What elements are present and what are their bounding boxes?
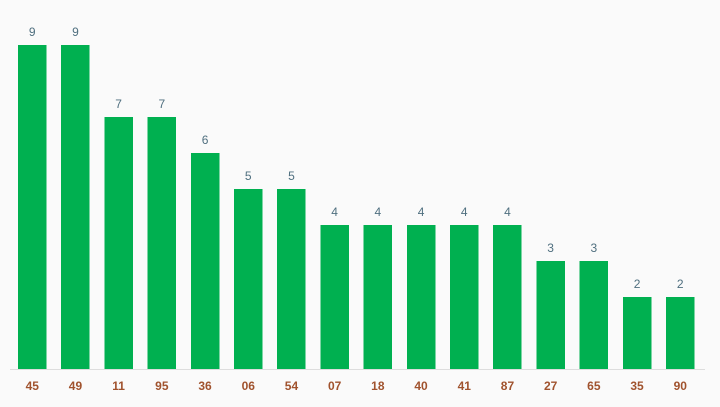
bar-65 (579, 261, 609, 369)
bar-36 (190, 153, 220, 369)
data-label-49: 9 (72, 25, 79, 39)
tick-label-87: 87 (501, 379, 515, 393)
data-label-40: 4 (418, 205, 425, 219)
tick-label-18: 18 (371, 379, 385, 393)
tick-label-45: 45 (26, 379, 40, 393)
bars-group (18, 45, 695, 369)
tick-label-49: 49 (69, 379, 83, 393)
data-label-41: 4 (461, 205, 468, 219)
data-label-35: 2 (634, 277, 641, 291)
bar-41 (450, 225, 479, 369)
bar-95 (147, 117, 177, 369)
data-label-87: 4 (504, 205, 511, 219)
data-label-36: 6 (202, 133, 209, 147)
bar-87 (493, 225, 522, 369)
category-labels-group: 45 49 11 95 36 06 54 07 18 40 41 87 27 65 35 90 (26, 379, 688, 393)
bar-11 (104, 117, 133, 369)
tick-label-95: 95 (155, 379, 169, 393)
data-label-06: 5 (245, 169, 252, 183)
data-label-45: 9 (29, 25, 36, 39)
data-label-18: 4 (375, 205, 382, 219)
tick-label-11: 11 (112, 379, 125, 393)
bar-54 (277, 189, 306, 369)
tick-label-07: 07 (328, 379, 342, 393)
bar-07 (320, 225, 349, 369)
bar-40 (406, 225, 436, 369)
tick-label-27: 27 (544, 379, 558, 393)
bar-18 (363, 225, 393, 369)
tick-label-54: 54 (285, 379, 299, 393)
tick-label-06: 06 (242, 379, 256, 393)
bar-06 (234, 189, 263, 369)
data-label-27: 3 (547, 241, 554, 255)
tick-label-41: 41 (458, 379, 472, 393)
tick-label-65: 65 (587, 379, 601, 393)
bar-27 (536, 261, 565, 369)
bar-45 (18, 45, 47, 369)
tick-label-40: 40 (414, 379, 428, 393)
tick-label-35: 35 (630, 379, 644, 393)
data-label-54: 5 (288, 169, 295, 183)
data-label-90: 2 (677, 277, 684, 291)
data-label-07: 4 (331, 205, 338, 219)
data-label-11: 7 (115, 97, 122, 111)
bar-49 (61, 45, 90, 369)
data-label-95: 7 (159, 97, 166, 111)
data-label-65: 3 (591, 241, 598, 255)
value-labels-group: 9 9 7 7 6 5 5 4 4 4 4 4 3 3 2 2 (29, 25, 684, 291)
tick-label-90: 90 (674, 379, 688, 393)
tick-label-36: 36 (198, 379, 212, 393)
bar-35 (622, 297, 652, 369)
bar-90 (666, 297, 695, 369)
